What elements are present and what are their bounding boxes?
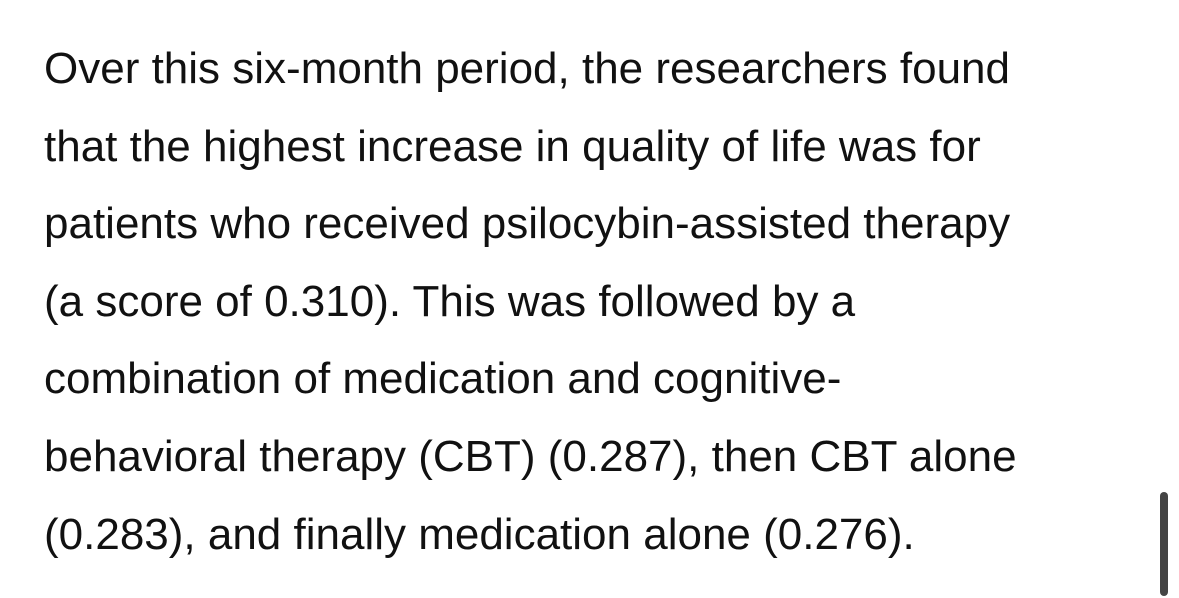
paragraph-line: that the highest increase in quality of …: [44, 121, 981, 171]
paragraph-line: combination of medication and cognitive-: [44, 354, 842, 404]
paragraph-line: patients who received psilocybin-assiste…: [44, 199, 1011, 249]
scrollbar[interactable]: [1160, 492, 1168, 596]
paragraph-line: (a score of 0.310). This was followed by…: [44, 276, 856, 326]
paragraph-line: Over this six-month period, the research…: [44, 44, 1011, 93]
article-paragraph: Over this six-month period, the research…: [44, 30, 1144, 573]
paragraph-line: (0.283), and finally medication alone (0…: [44, 509, 915, 559]
paragraph-line: behavioral therapy (CBT) (0.287), then C…: [44, 431, 1017, 481]
